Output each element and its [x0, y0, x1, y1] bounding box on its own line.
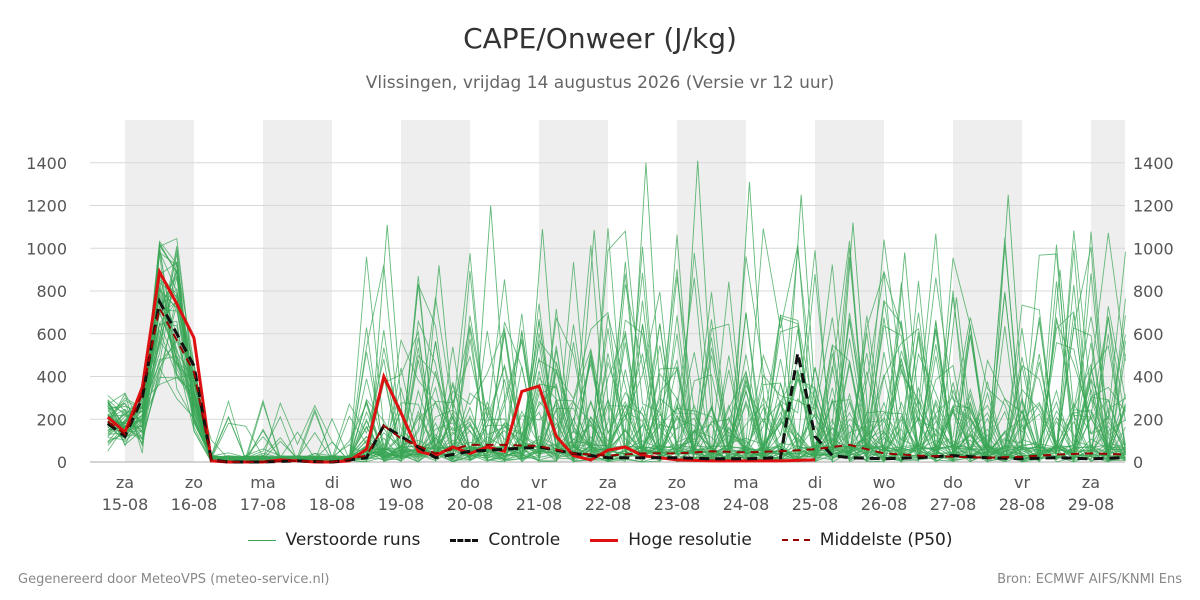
ensemble-peak-3	[524, 228, 561, 450]
y-tick-right-4: 800	[1133, 282, 1164, 301]
y-tick-right-7: 1400	[1133, 154, 1174, 173]
x-tick-date-5: 20-08	[447, 495, 494, 514]
x-tick-date-10: 25-08	[792, 495, 839, 514]
y-tick-left-7: 1400	[26, 154, 67, 173]
legend-item-control[interactable]: Controle	[450, 530, 560, 550]
legend: Verstoorde runs Controle Hoge resolutie …	[0, 530, 1200, 550]
x-tick-day-3: di	[325, 473, 340, 492]
x-tick-day-0: za	[116, 473, 134, 492]
x-tick-date-6: 21-08	[516, 495, 563, 514]
ensemble-member-46	[107, 256, 1126, 463]
x-tick-date-0: 15-08	[102, 495, 149, 514]
legend-item-hires[interactable]: Hoge resolutie	[590, 530, 752, 550]
ensemble-peak-7	[731, 181, 768, 450]
legend-label-ensemble: Verstoorde runs	[285, 530, 421, 550]
x-tick-date-7: 22-08	[585, 495, 632, 514]
y-tick-right-6: 1200	[1133, 197, 1174, 216]
chart-subtitle: Vlissingen, vrijdag 14 augustus 2026 (Ve…	[365, 73, 835, 93]
y-tick-left-4: 800	[36, 282, 67, 301]
ensemble-member-36	[107, 273, 1126, 463]
ensemble-peak-10	[887, 252, 923, 450]
ensemble-peak-6	[680, 160, 716, 450]
ensemble-member-47	[107, 253, 1126, 462]
ensemble-peak-11	[938, 297, 975, 450]
x-tick-day-10: di	[808, 473, 823, 492]
series-line-middelste-p50-	[107, 305, 1126, 464]
ensemble-peak-0	[369, 224, 405, 450]
x-tick-date-2: 17-08	[240, 495, 287, 514]
x-tick-day-7: za	[599, 473, 617, 492]
x-tick-date-13: 28-08	[999, 495, 1046, 514]
legend-swatch-ensemble	[247, 539, 276, 541]
x-tick-day-12: do	[943, 473, 963, 492]
ensemble-peak-9	[835, 222, 871, 450]
x-tick-day-1: zo	[185, 473, 203, 492]
ensemble-member-49	[107, 249, 1126, 464]
x-tick-date-1: 16-08	[171, 495, 218, 514]
x-tick-date-3: 18-08	[309, 495, 356, 514]
x-tick-day-11: wo	[873, 473, 896, 492]
x-tick-day-6: vr	[531, 473, 547, 492]
legend-swatch-hires	[590, 538, 619, 542]
ensemble-peak-5	[628, 162, 664, 450]
x-tick-day-9: ma	[733, 473, 758, 492]
ensemble-peak-12	[990, 194, 1026, 450]
y-tick-left-2: 400	[36, 368, 67, 387]
y-tick-left-5: 1000	[26, 239, 67, 258]
y-tick-left-1: 200	[36, 410, 67, 429]
y-tick-right-1: 200	[1133, 410, 1164, 429]
footer-credit: Gegenereerd door MeteoVPS (meteo-service…	[18, 572, 330, 587]
x-tick-day-14: za	[1082, 473, 1100, 492]
y-tick-left-0: 0	[57, 453, 67, 472]
ensemble-member-39	[107, 231, 1126, 463]
x-tick-day-13: vr	[1014, 473, 1030, 492]
footer-source: Bron: ECMWF AIFS/KNMI Ens	[997, 572, 1182, 587]
y-tick-right-3: 600	[1133, 325, 1164, 344]
y-tick-right-0: 0	[1133, 453, 1143, 472]
x-tick-date-14: 29-08	[1068, 495, 1115, 514]
legend-label-control: Controle	[488, 530, 561, 550]
legend-swatch-median	[781, 539, 810, 541]
x-tick-day-4: wo	[390, 473, 413, 492]
y-tick-left-6: 1200	[26, 197, 67, 216]
x-tick-day-2: ma	[250, 473, 275, 492]
x-tick-day-5: do	[460, 473, 480, 492]
chart-title: CAPE/Onweer (J/kg)	[463, 22, 737, 55]
x-tick-date-9: 24-08	[723, 495, 770, 514]
x-tick-date-11: 26-08	[861, 495, 908, 514]
ensemble-peak-2	[473, 205, 509, 450]
legend-item-ensemble[interactable]: Verstoorde runs	[247, 530, 421, 550]
legend-item-median[interactable]: Middelste (P50)	[781, 530, 953, 550]
legend-label-median: Middelste (P50)	[819, 530, 953, 550]
ensemble-peak-13	[1042, 269, 1078, 450]
ensemble-peak-8	[783, 194, 819, 450]
x-tick-day-8: zo	[668, 473, 686, 492]
legend-label-hires: Hoge resolutie	[628, 530, 752, 550]
ensemble-peak-4	[576, 230, 612, 450]
y-tick-left-3: 600	[36, 325, 67, 344]
x-tick-date-8: 23-08	[654, 495, 701, 514]
ensemble-peak-1	[421, 265, 457, 450]
legend-swatch-control	[450, 538, 479, 542]
x-tick-date-4: 19-08	[378, 495, 425, 514]
x-tick-date-12: 27-08	[930, 495, 977, 514]
cape-chart: 0 0 200 200 400 400 600 600 800 800 1000 1000 1200 12…	[26, 120, 1174, 514]
y-tick-right-5: 1000	[1133, 239, 1174, 258]
y-tick-right-2: 400	[1133, 368, 1164, 387]
